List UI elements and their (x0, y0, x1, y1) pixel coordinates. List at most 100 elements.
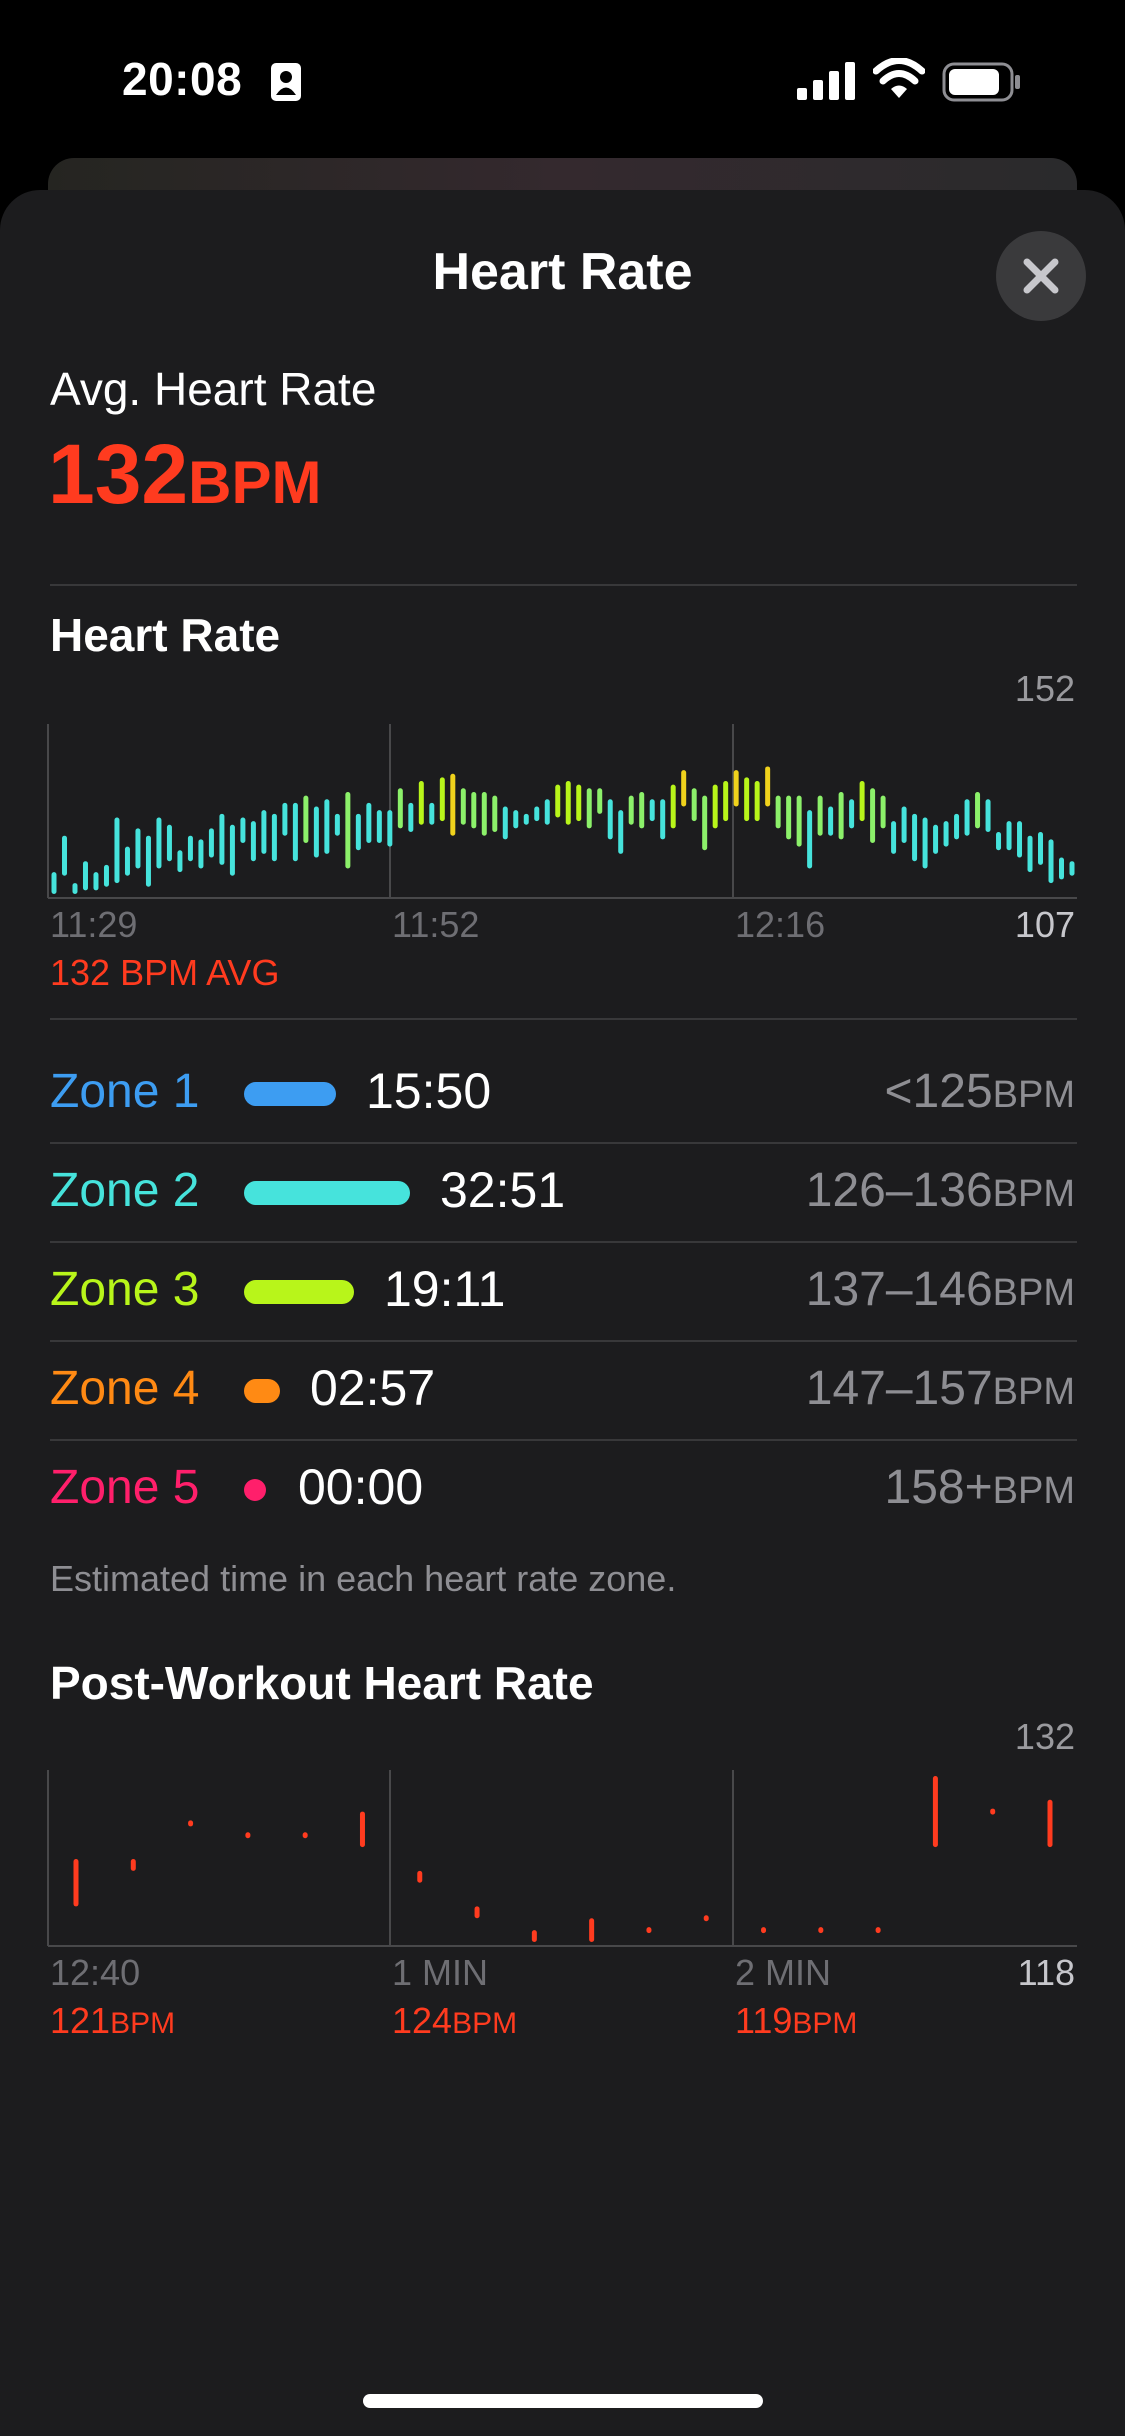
post-workout-bar (875, 1927, 881, 1934)
close-button[interactable] (996, 231, 1086, 321)
heart-rate-bar (219, 813, 225, 865)
heart-rate-bar (712, 784, 718, 829)
home-indicator[interactable] (363, 2394, 763, 2408)
heart-rate-bar (817, 795, 823, 836)
heart-rate-bar (565, 781, 571, 825)
heart-rate-bar (744, 777, 750, 822)
heart-rate-bar (901, 806, 907, 843)
heart-rate-bar (93, 872, 99, 891)
zone-range-value: 147–157 (805, 1362, 993, 1415)
avg-heart-rate-label: Avg. Heart Rate (50, 363, 377, 415)
post-workout-bar (130, 1859, 136, 1871)
zone-range-value: 137–146 (805, 1263, 993, 1316)
post-workout-bar (474, 1906, 480, 1919)
hr-chart-y-max: 152 (1014, 668, 1075, 709)
heart-rate-bar (1069, 861, 1075, 876)
heart-rate-bar (177, 850, 183, 873)
heart-rate-bar (649, 799, 655, 822)
heart-rate-bar (922, 817, 928, 869)
post-workout-bar (417, 1870, 423, 1883)
heart-rate-bar (754, 781, 760, 822)
heart-rate-bar (1059, 857, 1065, 880)
post-minute-value: 121BPM (50, 2000, 175, 2042)
post-workout-bar (761, 1927, 767, 1934)
heart-rate-bar (334, 813, 340, 836)
heart-rate-bar (1027, 835, 1033, 873)
post-minute-number: 121 (50, 2000, 111, 2041)
heart-rate-bar (1048, 839, 1054, 884)
heart-rate-bar (208, 828, 214, 858)
zone-range-unit: BPM (992, 1470, 1075, 1512)
heart-rate-bar (61, 835, 67, 876)
heart-rate-bar (555, 784, 561, 818)
heart-rate-bar (534, 806, 540, 822)
zone-name: Zone 4 (50, 1362, 200, 1415)
heart-rate-bar (618, 810, 624, 854)
zone-row: Zone 2 32:51 126–136BPM (0, 1162, 1125, 1261)
zone-range: 147–157BPM (806, 1361, 1075, 1416)
heart-rate-bar (985, 799, 991, 833)
hr-chart-x-label: 12:16 (735, 904, 826, 945)
heart-rate-bar (733, 770, 739, 807)
post-chart-y-max: 132 (1014, 1716, 1075, 1757)
post-chart-y-min: 118 (1017, 1952, 1075, 1993)
hr-chart-x-label: 11:29 (50, 904, 138, 945)
heart-rate-bar (670, 784, 676, 829)
zone-divider (50, 1340, 1077, 1342)
post-workout-bar (646, 1927, 652, 1934)
heart-rate-bar (1038, 832, 1044, 865)
heart-rate-bar (114, 817, 120, 884)
post-minute-value: 119BPM (735, 2000, 857, 2042)
status-bar: 20:08 (0, 0, 1125, 160)
heart-rate-bar (933, 824, 939, 854)
heart-rate-bar (429, 802, 435, 825)
heart-rate-bar (576, 784, 582, 822)
zone-range-unit: BPM (992, 1371, 1075, 1413)
post-workout-bar (359, 1811, 365, 1848)
heart-rate-bar (313, 806, 319, 858)
heart-rate-bar (460, 788, 466, 825)
heart-rate-bar (481, 791, 487, 836)
heart-rate-bar (376, 810, 382, 843)
battery-icon (942, 62, 1020, 102)
heart-rate-bar (303, 795, 309, 843)
heart-rate-bar (607, 799, 613, 840)
heart-rate-bar (586, 788, 592, 829)
heart-rate-bar (691, 788, 697, 822)
zone-range-unit: BPM (992, 1173, 1075, 1215)
hr-chart-y-min: 107 (1014, 904, 1075, 945)
post-workout-chart (47, 1770, 1077, 1947)
heart-rate-bar (660, 799, 666, 840)
heart-rate-bar (513, 810, 519, 829)
zone-divider (50, 1439, 1077, 1441)
heart-rate-bar (870, 788, 876, 843)
heart-rate-bar (996, 832, 1002, 851)
avg-heart-rate-number: 132 (48, 427, 189, 521)
zone-divider (50, 1142, 1077, 1144)
post-minute-unit: BPM (452, 2007, 518, 2040)
heart-rate-bar (912, 813, 918, 862)
heart-rate-bar (702, 795, 708, 851)
status-time: 20:08 (122, 53, 243, 105)
heart-rate-chart (47, 724, 1077, 899)
close-icon (1023, 258, 1059, 294)
heart-rate-bar (250, 821, 256, 862)
heart-rate-bar (124, 846, 130, 876)
heart-rate-bar (439, 777, 445, 822)
zone-name: Zone 3 (50, 1263, 200, 1316)
heart-rate-bar (187, 835, 193, 862)
post-workout-bar (245, 1832, 251, 1839)
avg-heart-rate-value: 132BPM (48, 432, 322, 516)
zone-range-value: 126–136 (805, 1164, 993, 1217)
heart-rate-bar (450, 773, 456, 836)
post-minute-number: 119 (735, 2000, 793, 2041)
post-chart-x-label: 1 MIN (392, 1952, 489, 1993)
heart-rate-bar (471, 791, 477, 829)
zone-time: 02:57 (310, 1360, 436, 1416)
heart-rate-bar (271, 813, 277, 862)
zone-row: Zone 5 00:00 158+BPM (0, 1459, 1125, 1558)
heart-rate-bar (775, 795, 781, 829)
zone-name: Zone 2 (50, 1164, 200, 1217)
heart-rate-bar (786, 795, 792, 840)
heart-rate-bar (408, 802, 414, 833)
